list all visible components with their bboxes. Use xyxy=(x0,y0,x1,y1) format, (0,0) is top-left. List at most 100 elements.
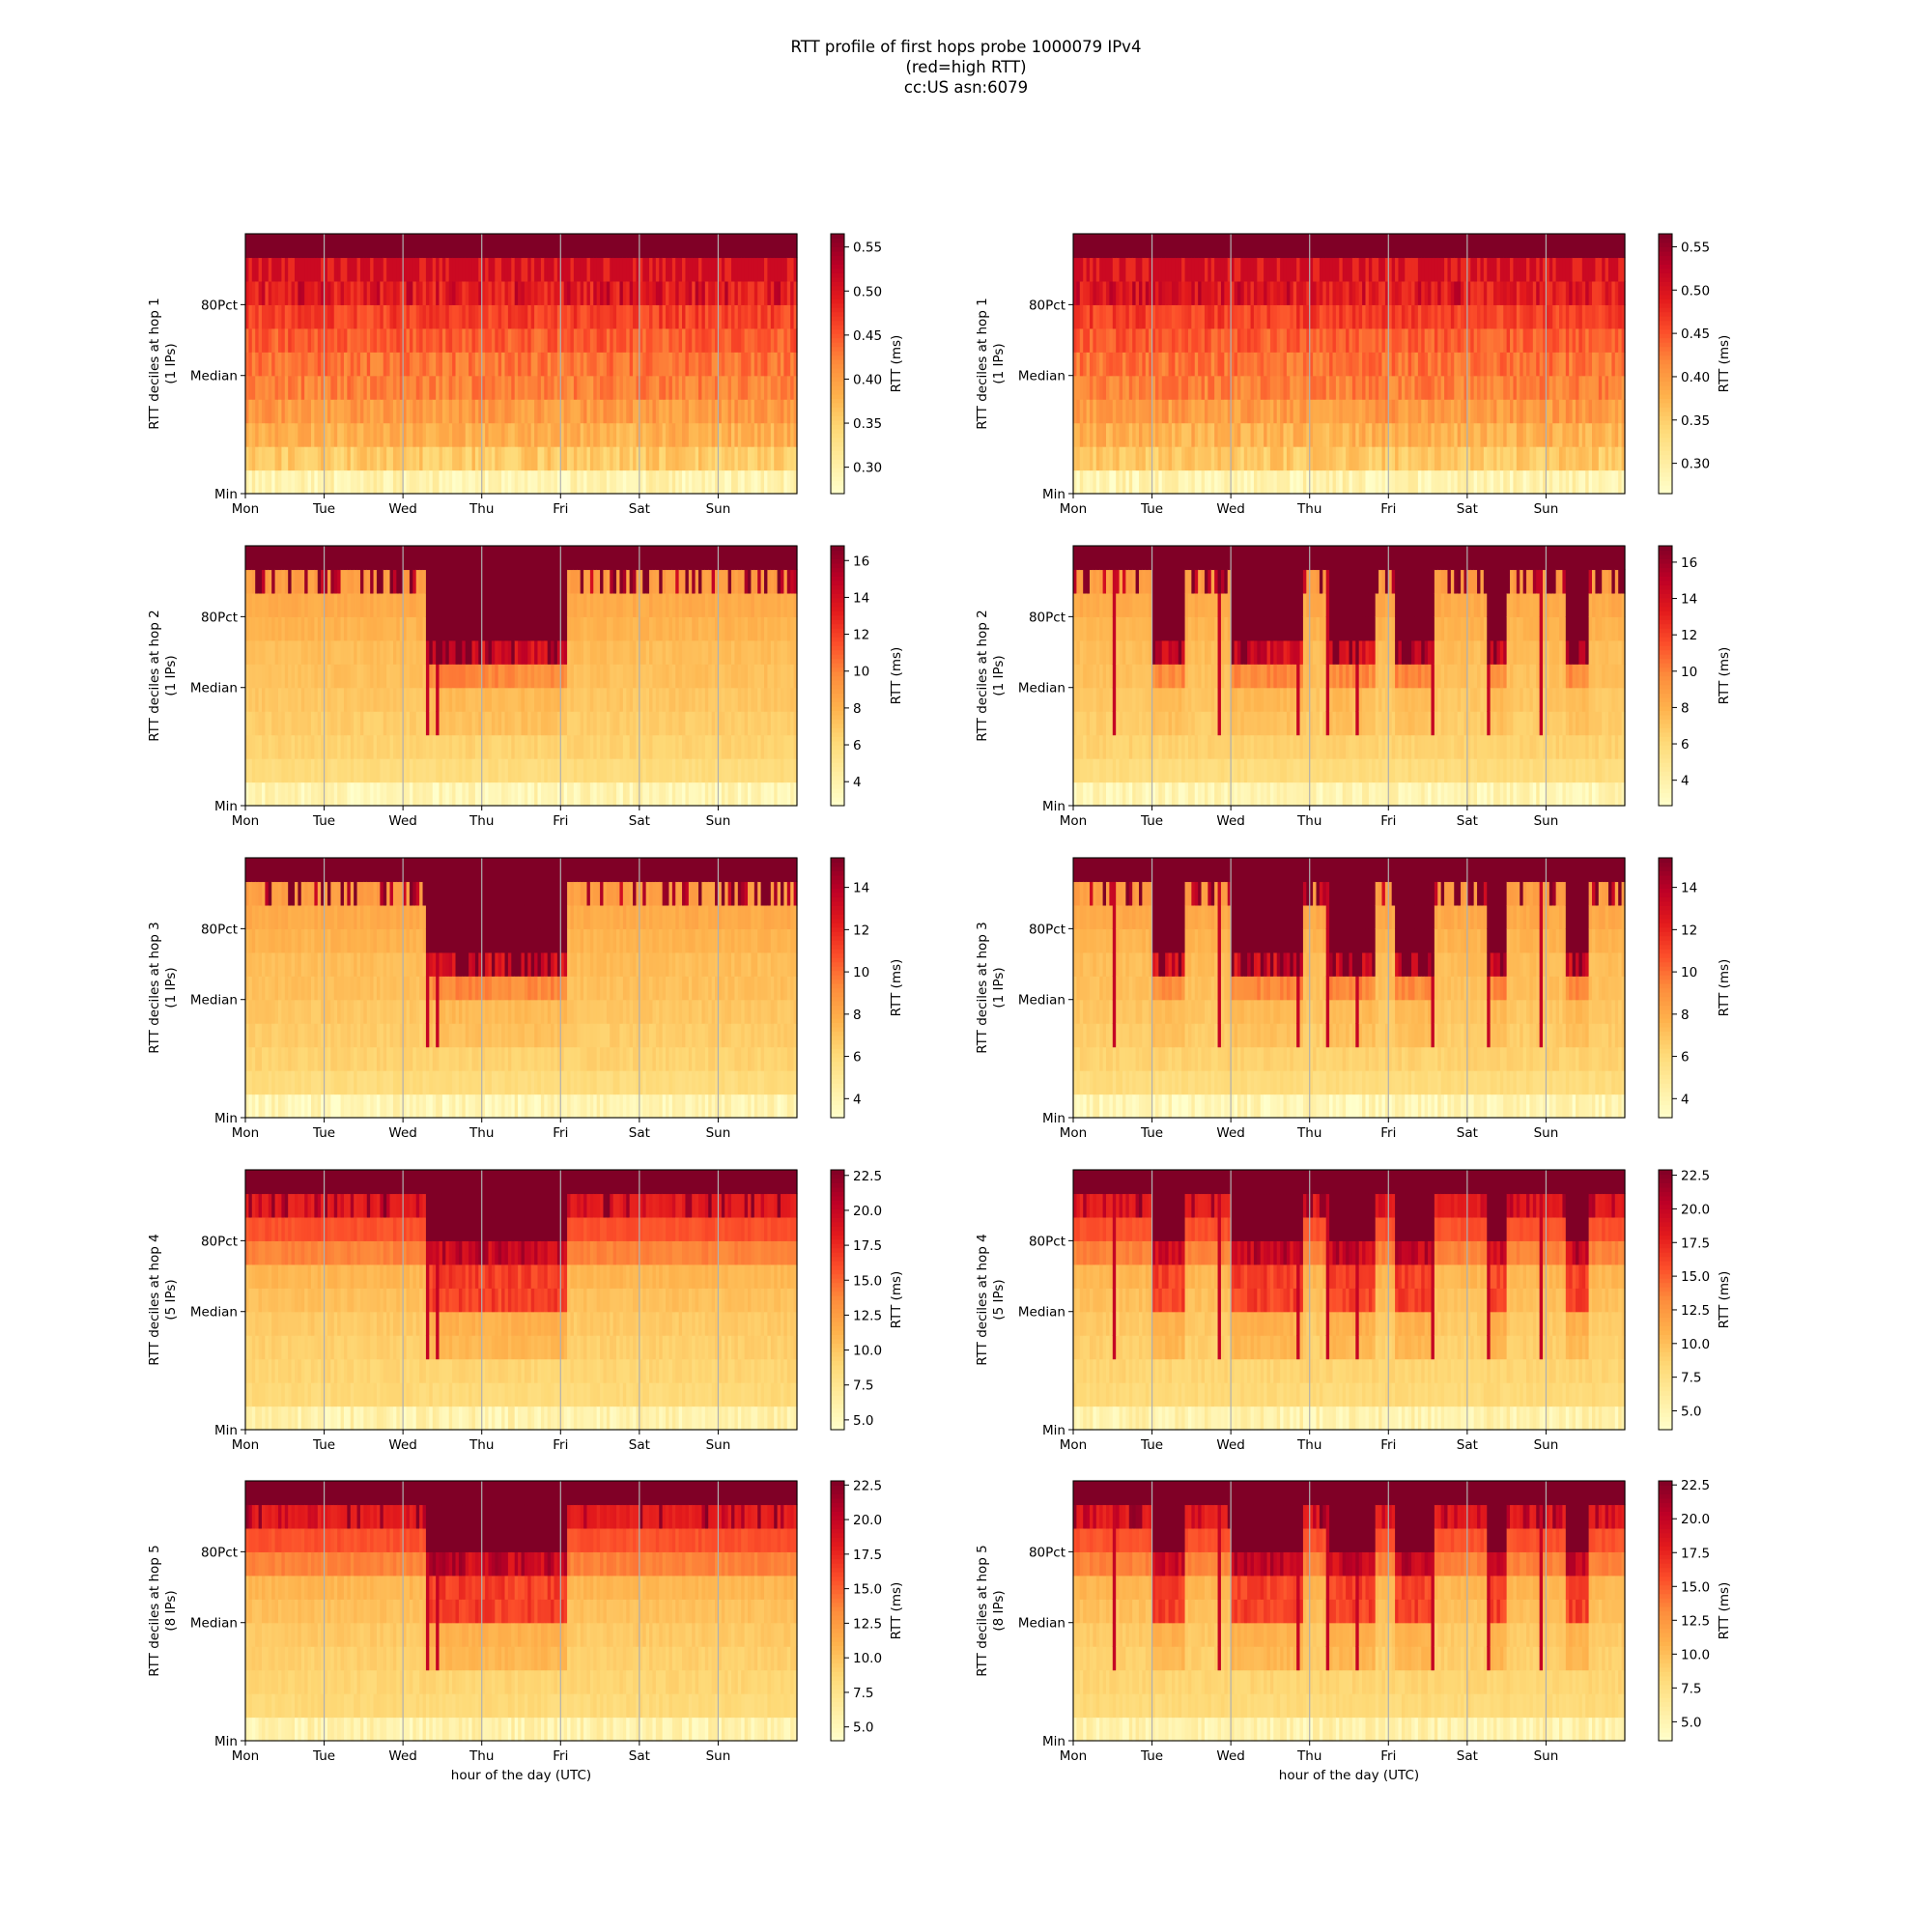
heatmap-cell xyxy=(462,234,467,259)
heatmap-cell xyxy=(642,280,647,305)
heatmap-cell xyxy=(268,257,272,282)
heatmap-cell xyxy=(556,399,561,424)
heatmap-cell xyxy=(521,469,526,495)
heatmap-cell xyxy=(1273,234,1278,259)
heatmap-cell xyxy=(359,469,364,495)
heatmap-cell xyxy=(748,304,753,329)
x-tick-label: Sun xyxy=(706,501,731,517)
heatmap-cell xyxy=(695,446,699,471)
colorbar-swatch xyxy=(1659,376,1672,383)
heatmap-cell xyxy=(511,422,516,447)
heatmap-cell xyxy=(1073,375,1077,400)
heatmap-cell xyxy=(1264,469,1268,495)
heatmap-cell xyxy=(1125,399,1130,424)
heatmap-cell xyxy=(1299,280,1304,305)
heatmap-cell xyxy=(333,687,338,712)
heatmap-cell xyxy=(1142,399,1147,424)
heatmap-cell xyxy=(1302,375,1307,400)
heatmap-cell xyxy=(412,422,417,447)
heatmap-cell xyxy=(1276,446,1281,471)
heatmap-cell xyxy=(748,352,753,377)
heatmap-cell xyxy=(363,639,368,665)
heatmap-cell xyxy=(701,280,706,305)
heatmap-cell xyxy=(567,422,572,447)
heatmap-cell xyxy=(1142,257,1147,282)
heatmap-cell xyxy=(1342,422,1347,447)
heatmap-cell xyxy=(1273,257,1278,282)
heatmap-cell xyxy=(412,280,417,305)
heatmap-cell xyxy=(698,399,703,424)
heatmap-cell xyxy=(793,399,798,424)
heatmap-cell xyxy=(294,469,298,495)
heatmap-cell xyxy=(1161,469,1166,495)
heatmap-cell xyxy=(356,446,361,471)
heatmap-cell xyxy=(1286,375,1291,400)
heatmap-cell xyxy=(554,304,558,329)
heatmap-cell xyxy=(666,446,670,471)
heatmap-cell xyxy=(265,469,270,495)
heatmap-cell xyxy=(1325,422,1330,447)
heatmap-cell xyxy=(701,234,706,259)
heatmap-cell xyxy=(560,399,565,424)
heatmap-cell xyxy=(701,446,706,471)
heatmap-cell xyxy=(744,352,749,377)
heatmap-cell xyxy=(373,422,378,447)
heatmap-cell xyxy=(748,234,753,259)
heatmap-cell xyxy=(645,280,650,305)
heatmap-cell xyxy=(570,352,575,377)
heatmap-cell xyxy=(1247,352,1252,377)
heatmap-cell xyxy=(786,257,791,282)
heatmap-cell xyxy=(1319,422,1323,447)
heatmap-cell xyxy=(300,257,305,282)
heatmap-cell xyxy=(1191,327,1196,353)
heatmap-cell xyxy=(1313,280,1318,305)
heatmap-cell xyxy=(354,352,358,377)
heatmap-cell xyxy=(1276,469,1281,495)
heatmap-cell xyxy=(497,375,502,400)
heatmap-cell xyxy=(284,375,289,400)
heatmap-cell xyxy=(537,446,542,471)
heatmap-cell xyxy=(636,327,640,353)
heatmap-cell xyxy=(1145,257,1150,282)
heatmap-cell xyxy=(518,280,523,305)
heatmap-cell xyxy=(1424,257,1429,282)
heatmap-cell xyxy=(1349,422,1353,447)
heatmap-cell xyxy=(343,469,348,495)
heatmap-cell xyxy=(1089,422,1094,447)
heatmap-cell xyxy=(1138,327,1143,353)
heatmap-cell xyxy=(307,375,312,400)
heatmap-cell xyxy=(1395,399,1400,424)
heatmap-cell xyxy=(1247,446,1252,471)
heatmap-cell xyxy=(1135,234,1140,259)
heatmap-cell xyxy=(659,352,664,377)
heatmap-cell xyxy=(1198,280,1203,305)
heatmap-cell xyxy=(251,399,256,424)
heatmap-cell xyxy=(1290,399,1294,424)
heatmap-cell xyxy=(1184,327,1189,353)
heatmap-cell xyxy=(563,422,568,447)
heatmap-cell xyxy=(1325,352,1330,377)
heatmap-cell xyxy=(636,352,640,377)
heatmap-cell xyxy=(1401,327,1406,353)
heatmap-cell xyxy=(458,399,463,424)
heatmap-cell xyxy=(1395,257,1400,282)
heatmap-cell xyxy=(1329,304,1334,329)
heatmap-cell xyxy=(600,446,605,471)
heatmap-cell xyxy=(1299,446,1304,471)
heatmap-cell xyxy=(1149,422,1153,447)
heatmap-cell xyxy=(1329,352,1334,377)
heatmap-cell xyxy=(521,399,526,424)
heatmap-cell xyxy=(616,469,621,495)
heatmap-cell xyxy=(1407,446,1412,471)
heatmap-cell xyxy=(478,375,483,400)
colorbar-tick-label: 0.50 xyxy=(1681,283,1710,298)
heatmap-cell xyxy=(491,399,496,424)
heatmap-cell xyxy=(284,257,289,282)
heatmap-cell xyxy=(1286,399,1291,424)
colorbar-swatch xyxy=(1659,384,1672,390)
heatmap-cell xyxy=(698,327,703,353)
heatmap-cell xyxy=(1346,234,1350,259)
heatmap-cell xyxy=(1204,375,1208,400)
heatmap-cell xyxy=(1257,469,1262,495)
